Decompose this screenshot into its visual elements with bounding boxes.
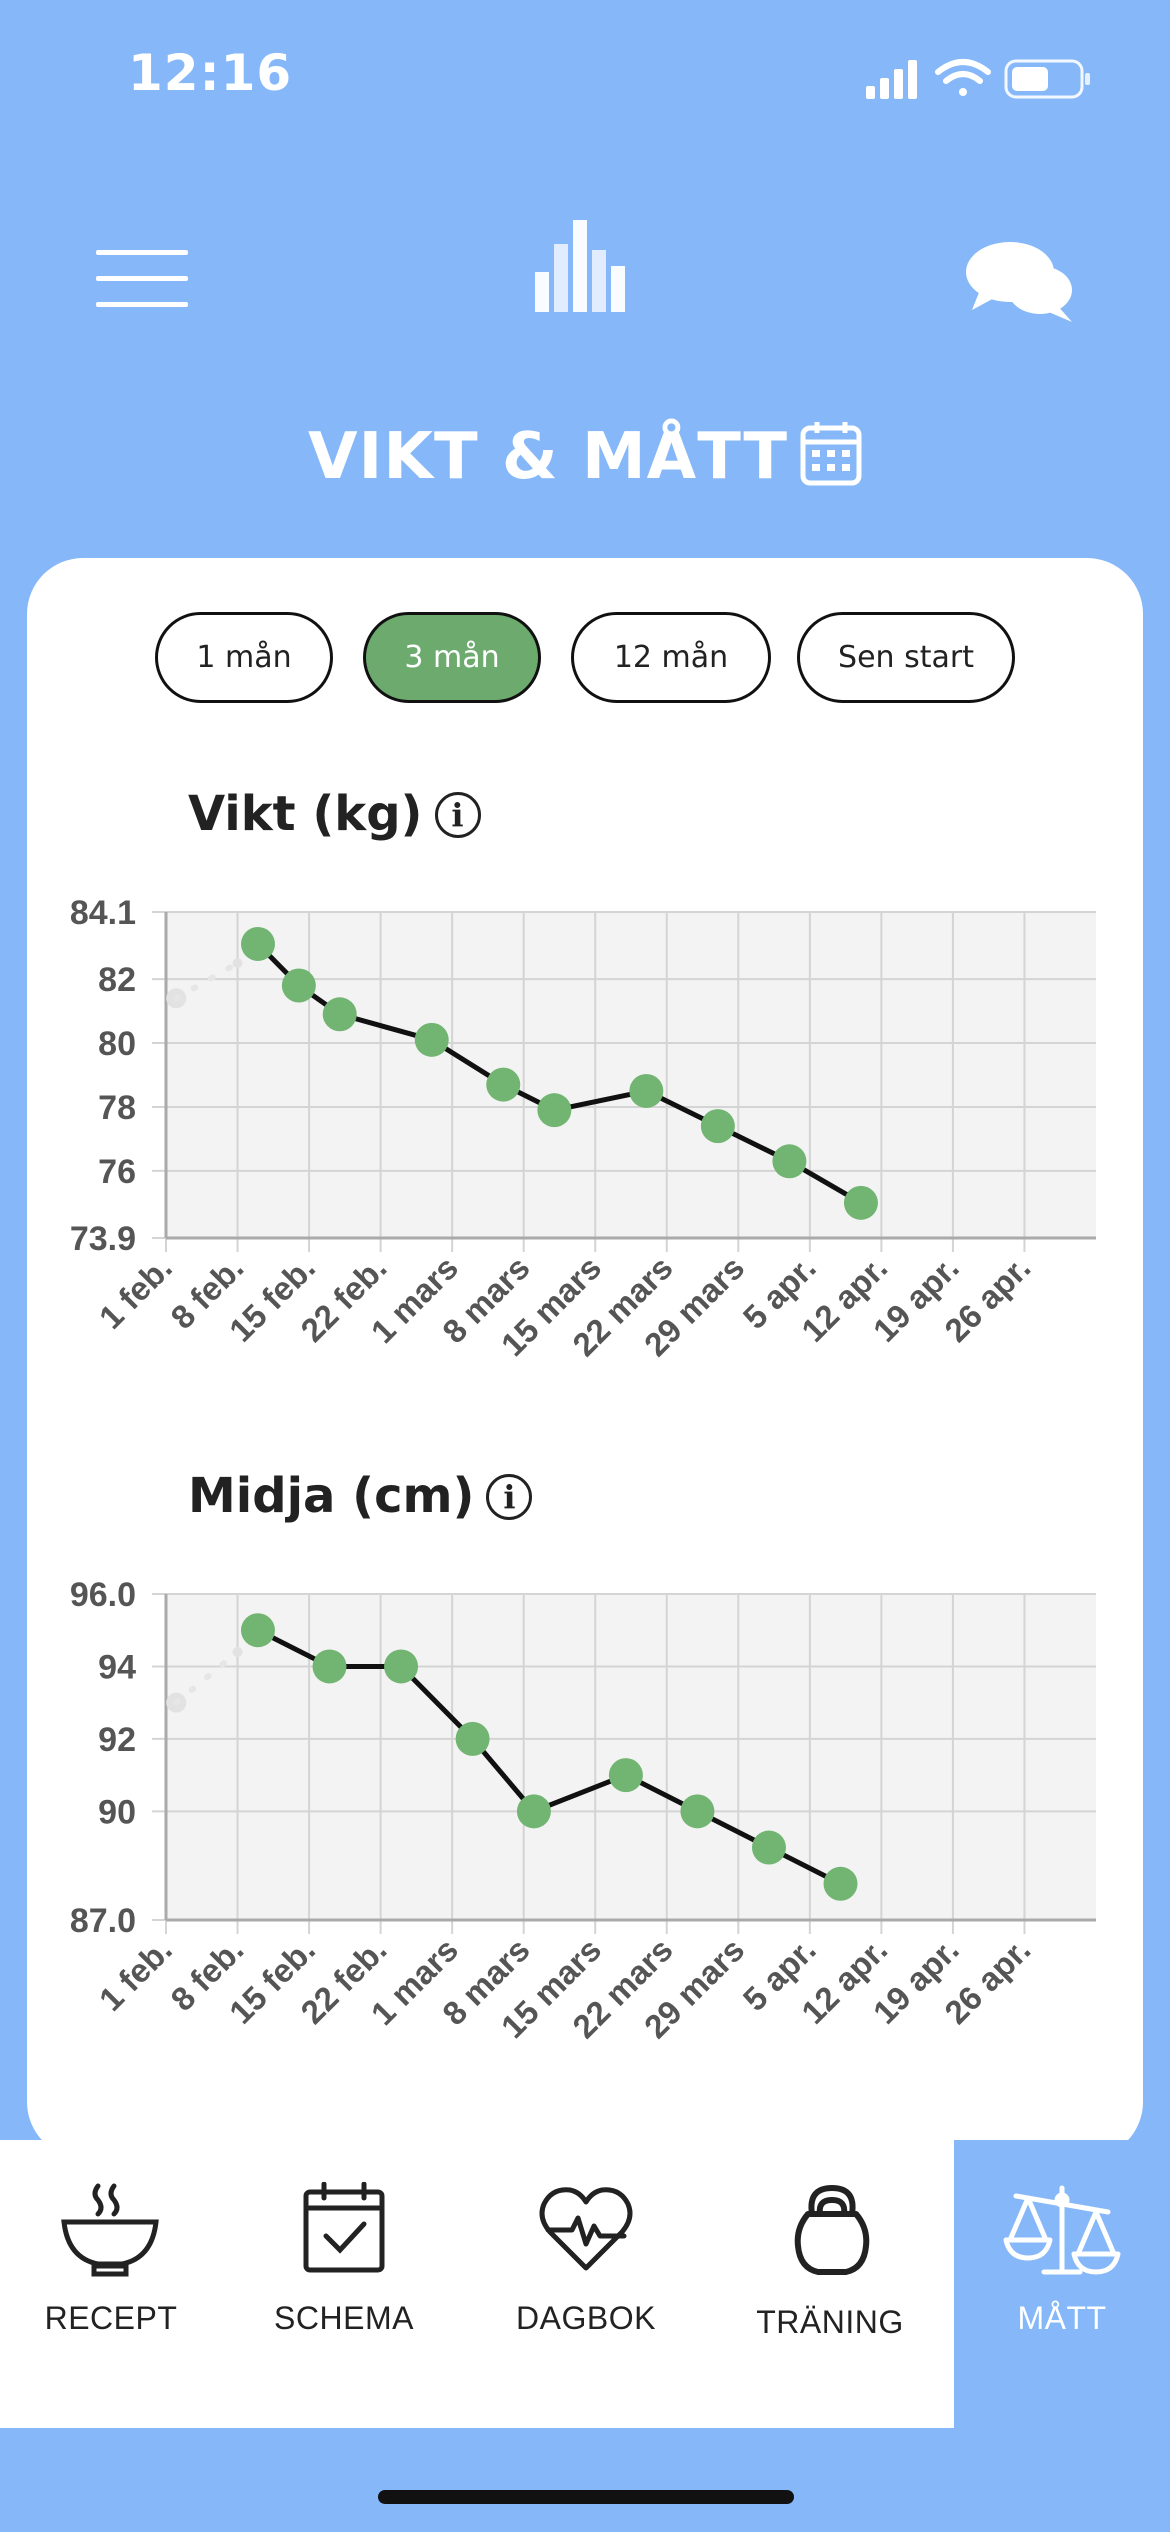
series-line <box>256 942 863 1206</box>
tab-dagbok-label: DAGBOK <box>516 2300 656 2336</box>
y-tick-label: 94 <box>98 1648 136 1686</box>
wifi-icon <box>935 59 991 96</box>
plot-area <box>166 1594 1096 1920</box>
page-title: VIKT & MÅTT <box>0 420 1170 502</box>
app-logo <box>535 220 625 314</box>
tab-matt[interactable]: MÅTT <box>954 2140 1170 2428</box>
waist-chart-title-text: Midja (cm) <box>188 1468 475 1524</box>
data-point <box>751 1830 786 1865</box>
soup-bowl-icon <box>61 2183 159 2277</box>
bar-chart-logo-icon <box>535 220 625 312</box>
y-tick-label: 80 <box>98 1025 136 1063</box>
data-point <box>843 1185 878 1220</box>
y-tick-label: 87.0 <box>70 1902 136 1940</box>
data-point <box>772 1144 807 1179</box>
scale-icon <box>1003 2185 1121 2275</box>
range-option-sen-start[interactable]: Sen start <box>797 612 1015 703</box>
info-icon[interactable]: i <box>434 792 481 838</box>
x-tick-label: 1 feb. <box>92 1931 179 2018</box>
data-point <box>486 1067 521 1102</box>
faded-point <box>232 1646 243 1657</box>
chat-button[interactable] <box>964 238 1076 324</box>
range-option-1-man[interactable]: 1 mån <box>155 612 333 703</box>
tab-traning[interactable]: TRÄNING <box>706 2140 954 2428</box>
data-point <box>516 1794 551 1829</box>
data-point <box>384 1649 419 1684</box>
data-point <box>537 1093 572 1128</box>
y-tick-label: 76 <box>98 1153 136 1191</box>
chat-bubbles-icon <box>966 242 1072 322</box>
data-point <box>680 1794 715 1829</box>
home-indicator <box>378 2490 794 2504</box>
faded-line <box>173 1648 241 1706</box>
status-time: 12:16 <box>128 44 293 102</box>
hamburger-menu-icon <box>96 250 188 307</box>
kettlebell-icon <box>794 2185 870 2275</box>
range-option-12-man[interactable]: 12 mån <box>571 612 771 703</box>
data-point <box>455 1721 490 1756</box>
battery-icon <box>1004 59 1090 99</box>
data-point <box>700 1109 735 1144</box>
info-icon[interactable]: i <box>486 1474 533 1520</box>
plot-area <box>166 912 1096 1238</box>
data-point <box>608 1758 643 1793</box>
data-point <box>629 1073 664 1108</box>
tab-dagbok[interactable]: DAGBOK <box>466 2140 706 2428</box>
y-tick-label: 82 <box>98 961 136 999</box>
range-option-3-man[interactable]: 3 mån <box>363 612 541 703</box>
weight-chart-title-text: Vikt (kg) <box>188 786 423 842</box>
calendar-icon[interactable] <box>800 420 862 502</box>
data-point <box>322 997 357 1032</box>
data-point <box>823 1866 858 1901</box>
data-point <box>312 1649 347 1684</box>
heart-pulse-icon <box>539 2187 633 2271</box>
page-title-text: VIKT & MÅTT <box>308 420 788 494</box>
faded-line <box>173 960 241 1002</box>
y-tick-label: 84.1 <box>70 894 136 932</box>
waist-chart-title: Midja (cm) i <box>188 1468 533 1524</box>
signal-icon <box>866 60 917 99</box>
tab-matt-label: MÅTT <box>1017 2300 1107 2336</box>
data-point <box>240 926 275 961</box>
tab-recept-label: RECEPT <box>44 2300 178 2336</box>
menu-button[interactable] <box>96 246 188 310</box>
data-point <box>281 968 316 1003</box>
tab-schema-label: SCHEMA <box>274 2300 414 2336</box>
y-tick-label: 73.9 <box>70 1220 136 1258</box>
data-point <box>240 1613 275 1648</box>
tab-traning-label: TRÄNING <box>756 2304 904 2340</box>
faded-point <box>232 958 243 969</box>
range-selector: 1 mån 3 mån 12 mån Sen start <box>155 612 1015 707</box>
tab-bar: RECEPT SCHEMA DAGBOK TRÄNING <box>0 2140 1170 2428</box>
x-tick-label: 1 feb. <box>92 1249 179 1336</box>
weight-chart-title: Vikt (kg) i <box>188 786 481 842</box>
data-point <box>414 1022 449 1057</box>
y-tick-label: 92 <box>98 1721 136 1759</box>
y-tick-label: 96.0 <box>70 1576 136 1614</box>
tab-recept[interactable]: RECEPT <box>0 2140 222 2428</box>
calendar-check-icon <box>303 2182 385 2273</box>
tab-schema[interactable]: SCHEMA <box>222 2140 466 2428</box>
status-icons <box>866 56 1096 107</box>
y-tick-label: 90 <box>98 1793 136 1831</box>
y-tick-label: 78 <box>98 1089 136 1127</box>
